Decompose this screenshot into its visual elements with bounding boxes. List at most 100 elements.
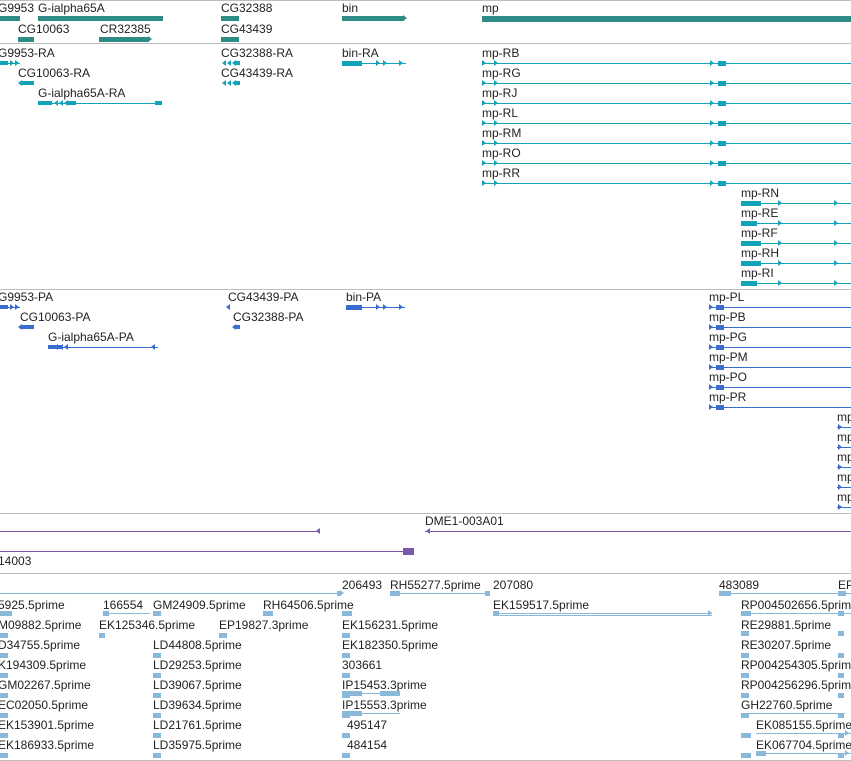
protein-label[interactable]: CG43439-PA	[228, 290, 299, 304]
est-label[interactable]: 483089	[719, 578, 760, 592]
transcript-label[interactable]: mp-RB	[482, 46, 520, 60]
exon-box	[718, 101, 726, 106]
est-label[interactable]: EC02050.5prime	[0, 698, 89, 712]
est-label[interactable]: GM24909.5prime	[153, 598, 246, 612]
est-label[interactable]: GM02267.5prime	[0, 678, 91, 692]
est-label[interactable]: EP19827.3prime	[219, 618, 309, 632]
est-label[interactable]: EK159517.5prime	[493, 598, 590, 612]
est-label[interactable]: RH64506.5prime	[263, 598, 354, 612]
est-label[interactable]: IP15553.3prime	[342, 698, 427, 712]
protein-label[interactable]: mp-PM	[709, 350, 748, 364]
gene-label[interactable]: bin	[342, 1, 359, 15]
exon-box	[741, 261, 761, 266]
arrow-right-glyph	[710, 120, 714, 126]
est-label[interactable]: EK153901.5prime	[0, 718, 95, 732]
est-label[interactable]: EK125346.5prime	[99, 618, 196, 632]
gene-label[interactable]: CG32388	[221, 1, 273, 15]
protein-label[interactable]: mp	[837, 490, 851, 504]
est-label[interactable]: 206493	[342, 578, 383, 592]
est-label[interactable]: 303661	[342, 658, 383, 672]
est-label[interactable]: D34755.5prime	[0, 638, 81, 652]
est-label[interactable]: RE30207.5prime	[741, 638, 832, 652]
protein-label[interactable]: mp-PR	[709, 390, 747, 404]
est-label[interactable]: LD29253.5prime	[153, 658, 242, 672]
est-label[interactable]: 207080	[493, 578, 534, 592]
est-label[interactable]: LD44808.5prime	[153, 638, 242, 652]
arrow-right-glyph	[10, 60, 14, 66]
est-label[interactable]: RH55277.5prime	[390, 578, 481, 592]
protein-label[interactable]: G9953-PA	[0, 290, 54, 304]
protein-label[interactable]: mp-PO	[709, 370, 748, 384]
arrow-right-glyph	[494, 80, 498, 86]
gene-label[interactable]: CG43439	[221, 22, 273, 36]
exon-box	[0, 753, 8, 758]
protein-label[interactable]: CG32388-PA	[233, 310, 304, 324]
est-label[interactable]: K194309.5prime	[0, 658, 87, 672]
gene-label[interactable]: mp	[482, 1, 499, 15]
exon-box	[390, 591, 400, 596]
est-label[interactable]: LD35975.5prime	[153, 738, 242, 752]
est-label[interactable]: RP004256296.5prime	[741, 678, 851, 692]
exon-box	[741, 221, 757, 226]
transcript-label[interactable]: bin-RA	[342, 46, 379, 60]
transcript-label[interactable]: mp-RI	[741, 266, 774, 280]
arrow-right-glyph	[15, 60, 19, 66]
protein-label[interactable]: mp	[837, 450, 851, 464]
est-label[interactable]: 166554	[103, 598, 144, 612]
protein-label[interactable]: mp-PL	[709, 290, 745, 304]
est-label[interactable]: LD21761.5prime	[153, 718, 242, 732]
protein-label[interactable]: mp	[837, 410, 851, 424]
gene-label[interactable]: CG10063	[18, 22, 70, 36]
est-label[interactable]: EK186933.5prime	[0, 738, 95, 752]
est-label[interactable]: EK156231.5prime	[342, 618, 439, 632]
transcript-label[interactable]: mp-RF	[741, 226, 778, 240]
transcript-label[interactable]: G9953-RA	[0, 46, 55, 60]
transcript-label[interactable]: mp-RM	[482, 126, 522, 140]
transcript-label[interactable]: mp-RG	[482, 66, 521, 80]
transcript-label[interactable]: mp-RO	[482, 146, 521, 160]
transcript-label[interactable]: CG43439-RA	[221, 66, 294, 80]
transcript-label[interactable]: mp-RH	[741, 246, 779, 260]
clone-label[interactable]: DME1-003A01	[425, 514, 504, 528]
est-label[interactable]: IP15453.3prime	[342, 678, 427, 692]
est-label[interactable]: EP	[838, 578, 851, 592]
exon-box	[741, 241, 761, 246]
est-label[interactable]: RP004254305.5prime	[741, 658, 851, 672]
est-label[interactable]: 484154	[347, 738, 388, 752]
transcript-label[interactable]: mp-RE	[741, 206, 779, 220]
gene-label[interactable]: CR32385	[100, 22, 151, 36]
est-label[interactable]: 5925.5prime	[0, 598, 65, 612]
protein-label[interactable]: mp	[837, 470, 851, 484]
transcript-label[interactable]: mp-RJ	[482, 86, 518, 100]
est-label[interactable]: EK085155.5prime	[756, 718, 851, 732]
est-label[interactable]: M09882.5prime	[0, 618, 82, 632]
exon-box	[741, 201, 761, 206]
transcript-label[interactable]: G-ialpha65A-RA	[38, 86, 126, 100]
protein-label[interactable]: G-ialpha65A-PA	[48, 330, 134, 344]
est-label[interactable]: LD39634.5prime	[153, 698, 242, 712]
transcript-label[interactable]: mp-RN	[741, 186, 779, 200]
est-label[interactable]: RE29881.5prime	[741, 618, 832, 632]
est-label[interactable]: EK182350.5prime	[342, 638, 439, 652]
transcript-label[interactable]: CG32388-RA	[221, 46, 294, 60]
est-label[interactable]: 495147	[347, 718, 388, 732]
transcript-label[interactable]: CG10063-RA	[18, 66, 91, 80]
protein-label[interactable]: mp	[837, 430, 851, 444]
gene-label[interactable]: G-ialpha65A	[38, 1, 105, 15]
clone-label[interactable]: 14003	[0, 554, 32, 568]
transcript-label[interactable]: mp-RL	[482, 106, 519, 120]
est-label[interactable]: LD39067.5prime	[153, 678, 242, 692]
protein-label[interactable]: bin-PA	[346, 290, 382, 304]
exon-box	[0, 673, 8, 678]
transcript-label[interactable]: mp-RR	[482, 166, 520, 180]
est-label[interactable]: RP004502656.5prime	[741, 598, 851, 612]
est-label[interactable]: GH22760.5prime	[741, 698, 833, 712]
exon-box	[342, 653, 350, 658]
protein-label[interactable]: mp-PG	[709, 330, 748, 344]
gene-label[interactable]: G9953	[0, 1, 35, 15]
exon-box	[38, 101, 52, 105]
est-label[interactable]: EK067704.5prime	[756, 738, 851, 752]
protein-label[interactable]: mp-PB	[709, 310, 746, 324]
protein-label[interactable]: CG10063-PA	[20, 310, 91, 324]
